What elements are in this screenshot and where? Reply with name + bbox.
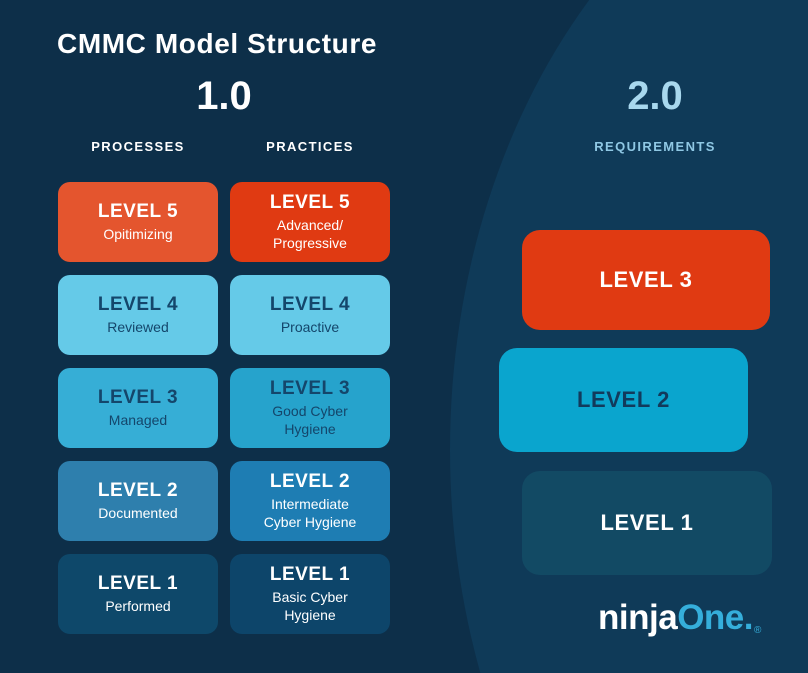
v2-level-1-box: LEVEL 1	[522, 471, 772, 575]
level-label: LEVEL 1	[600, 510, 694, 535]
level-label: LEVEL 2	[576, 387, 671, 412]
v1-processes-level-4-box: LEVEL 4 Reviewed	[58, 275, 218, 355]
level-subtitle: Advanced/ Progressive	[273, 217, 347, 251]
level-label: LEVEL 1	[269, 564, 351, 585]
practices-column-header: PRACTICES	[266, 139, 354, 154]
level-subtitle: Intermediate Cyber Hygiene	[263, 496, 357, 530]
v1-processes-level-3-box: LEVEL 3 Managed	[58, 368, 218, 448]
level-label: LEVEL 5	[97, 200, 179, 222]
logo-text-one: One.	[677, 598, 753, 637]
v1-level-grid: LEVEL 5 Opitimizing LEVEL 5 Advanced/ Pr…	[58, 182, 390, 634]
ninjaone-logo: ninjaOne.®	[598, 598, 761, 638]
level-label: LEVEL 3	[599, 267, 693, 292]
level-subtitle: Performed	[105, 597, 171, 614]
v1-processes-level-2-box: LEVEL 2 Documented	[58, 461, 218, 541]
level-label: LEVEL 3	[97, 386, 179, 408]
v2-version-label: 2.0	[627, 74, 683, 118]
registered-trademark-icon: ®	[753, 625, 761, 636]
level-subtitle: Managed	[108, 411, 168, 428]
level-label: LEVEL 5	[269, 192, 351, 213]
page-title: CMMC Model Structure	[57, 28, 377, 59]
level-subtitle: Documented	[98, 504, 178, 521]
v1-column-headers: PROCESSES PRACTICES	[58, 139, 390, 154]
v2-level-2-box: LEVEL 2	[499, 348, 748, 452]
level-subtitle: Basic Cyber Hygiene	[272, 589, 348, 623]
level-label: LEVEL 1	[97, 572, 179, 594]
v1-practices-level-5-box: LEVEL 5 Advanced/ Progressive	[230, 182, 390, 262]
v1-practices-level-1-box: LEVEL 1 Basic Cyber Hygiene	[230, 554, 390, 634]
level-subtitle: Opitimizing	[103, 225, 173, 242]
v1-practices-level-3-box: LEVEL 3 Good Cyber Hygiene	[230, 368, 390, 448]
level-label: LEVEL 2	[97, 479, 179, 501]
processes-column-header: PROCESSES	[91, 139, 185, 154]
level-label: LEVEL 3	[269, 378, 351, 399]
v1-processes-level-1-box: LEVEL 1 Performed	[58, 554, 218, 634]
v2-level-3-box: LEVEL 3	[522, 230, 770, 330]
level-label: LEVEL 4	[97, 293, 179, 315]
level-label: LEVEL 4	[269, 293, 351, 315]
logo-text-ninja: ninja	[598, 598, 678, 637]
v1-practices-level-2-box: LEVEL 2 Intermediate Cyber Hygiene	[230, 461, 390, 541]
level-subtitle: Proactive	[280, 318, 340, 335]
level-subtitle: Reviewed	[107, 318, 169, 335]
v1-practices-level-4-box: LEVEL 4 Proactive	[230, 275, 390, 355]
v1-version-label: 1.0	[196, 74, 252, 118]
v1-processes-level-5-box: LEVEL 5 Opitimizing	[58, 182, 218, 262]
level-label: LEVEL 2	[269, 471, 351, 492]
level-subtitle: Good Cyber Hygiene	[272, 403, 348, 437]
requirements-header: REQUIREMENTS	[594, 139, 716, 154]
